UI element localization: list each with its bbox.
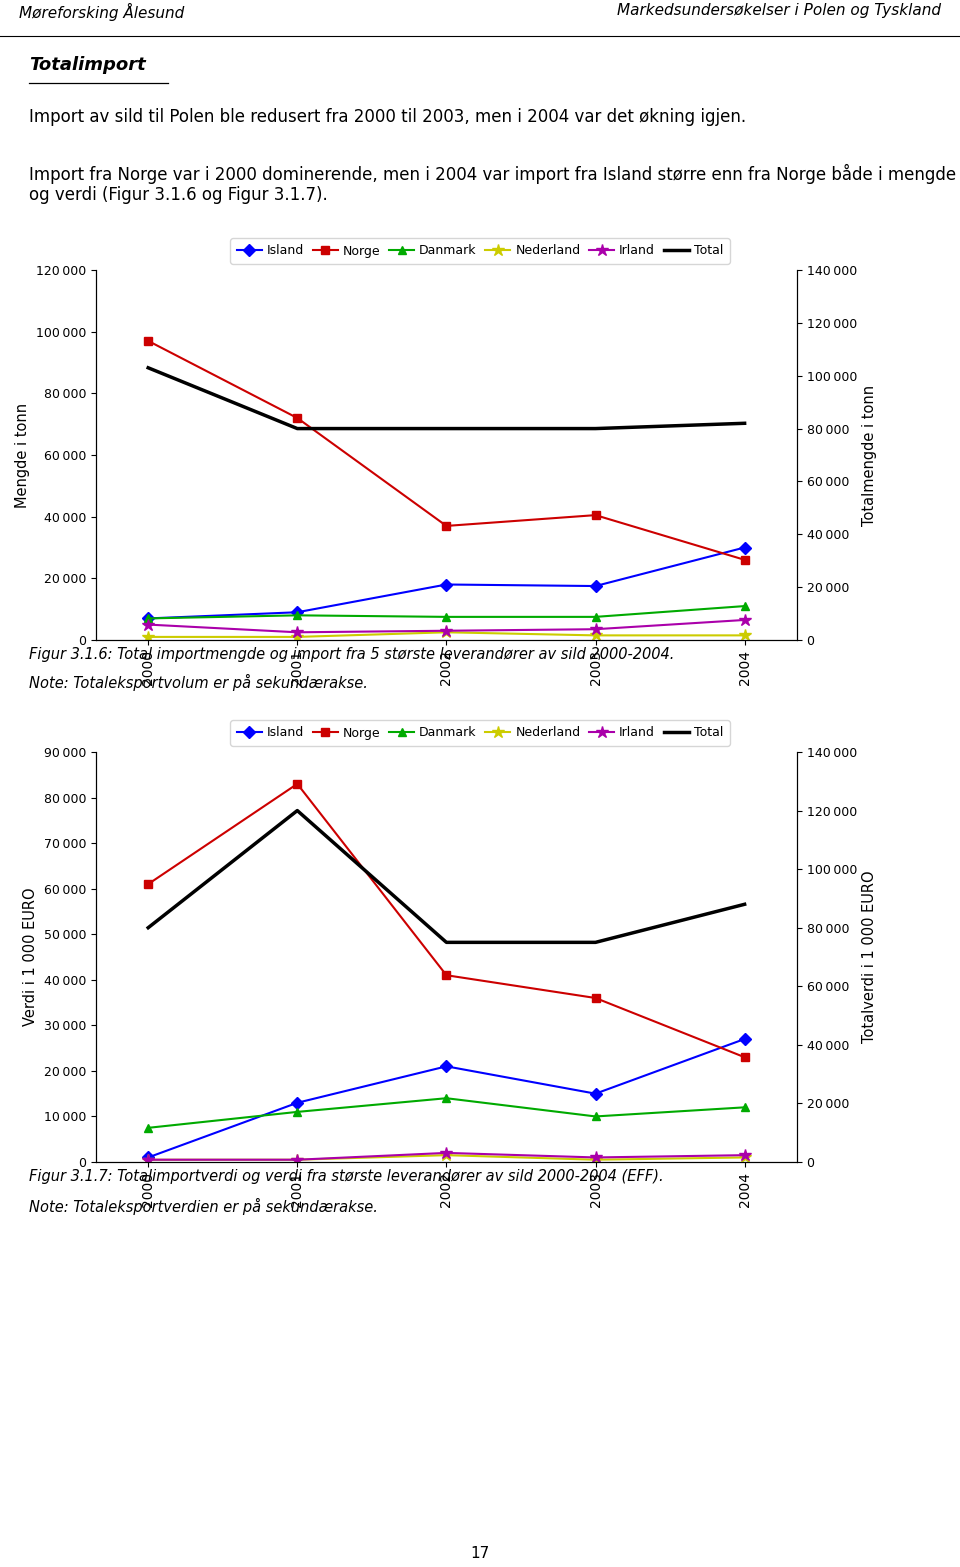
Text: Note: Totaleksportverdien er på sekundærakse.: Note: Totaleksportverdien er på sekundær…	[29, 1197, 377, 1214]
Text: Markedsundersøkelser i Polen og Tyskland: Markedsundersøkelser i Polen og Tyskland	[616, 3, 941, 19]
Text: Figur 3.1.7: Totalimportverdi og verdi fra største leverandører av sild 2000-200: Figur 3.1.7: Totalimportverdi og verdi f…	[29, 1169, 663, 1183]
Y-axis label: Totalmengde i tonn: Totalmengde i tonn	[862, 384, 877, 525]
Text: Figur 3.1.6: Total importmengde og import fra 5 største leverandører av sild 200: Figur 3.1.6: Total importmengde og impor…	[29, 647, 674, 661]
Y-axis label: Totalverdi i 1 000 EURO: Totalverdi i 1 000 EURO	[862, 871, 877, 1044]
Y-axis label: Mengde i tonn: Mengde i tonn	[15, 403, 31, 508]
Y-axis label: Verdi i 1 000 EURO: Verdi i 1 000 EURO	[23, 887, 38, 1026]
Text: Import fra Norge var i 2000 dominerende, men i 2004 var import fra Island større: Import fra Norge var i 2000 dominerende,…	[29, 163, 956, 204]
Text: Møreforsking Ålesund: Møreforsking Ålesund	[19, 3, 184, 20]
Text: Totalimport: Totalimport	[29, 56, 146, 75]
Text: 17: 17	[470, 1545, 490, 1561]
Legend: Island, Norge, Danmark, Nederland, Irland, Total: Island, Norge, Danmark, Nederland, Irlan…	[230, 721, 730, 746]
Text: Import av sild til Polen ble redusert fra 2000 til 2003, men i 2004 var det økni: Import av sild til Polen ble redusert fr…	[29, 108, 746, 127]
Text: Note: Totaleksportvolum er på sekundærakse.: Note: Totaleksportvolum er på sekundærak…	[29, 674, 368, 691]
Legend: Island, Norge, Danmark, Nederland, Irland, Total: Island, Norge, Danmark, Nederland, Irlan…	[230, 238, 730, 263]
